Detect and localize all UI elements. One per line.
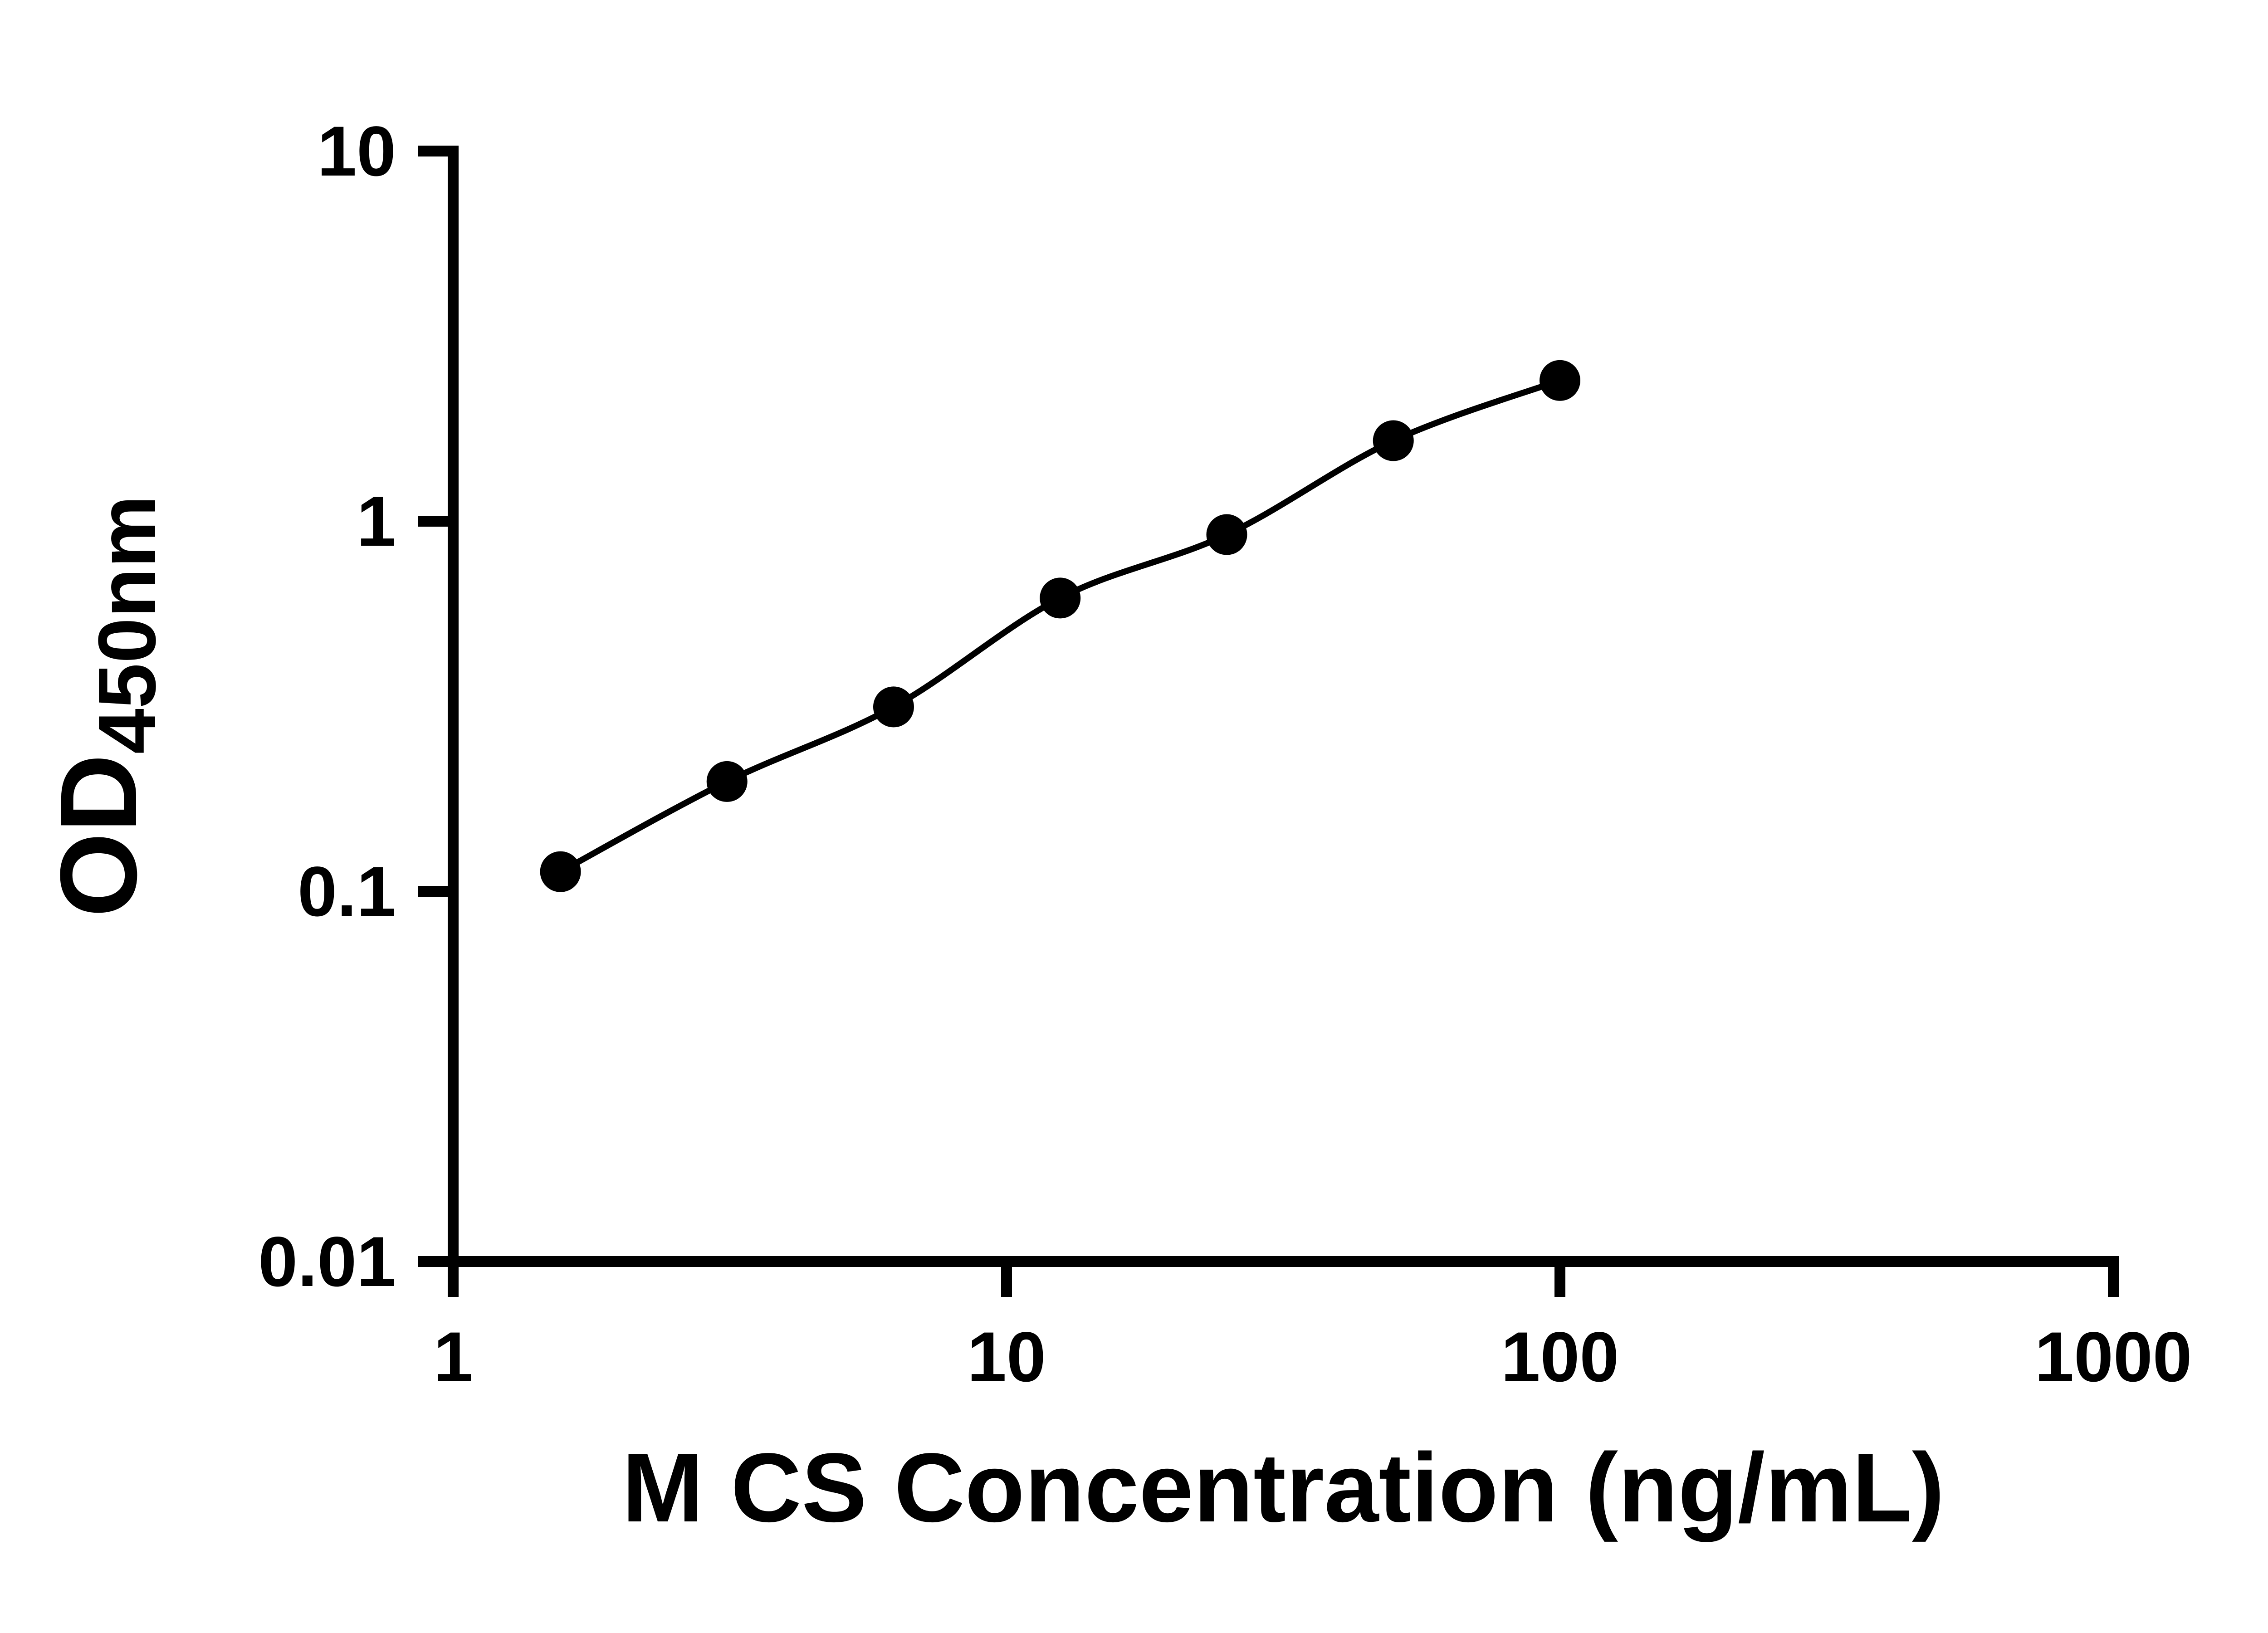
axes-layer: 0.01 0.1 1 10 1 10 100 1000 <box>258 112 2192 1397</box>
x-tick-label: 1 <box>434 1318 473 1397</box>
x-tick-label: 100 <box>1501 1318 1619 1397</box>
y-axis-title: OD450nm <box>38 495 173 917</box>
data-point <box>873 686 914 728</box>
data-point <box>540 851 581 892</box>
x-axis-title: M CS Concentration (ng/mL) <box>622 1433 1945 1542</box>
data-point <box>1040 577 1081 619</box>
y-axis-title-subscript: 450nm <box>82 495 173 754</box>
data-point <box>1540 360 1580 401</box>
x-tick-label: 10 <box>967 1318 1046 1397</box>
data-point <box>706 761 748 802</box>
standard-curve-line <box>559 377 1561 875</box>
y-tick-label: 10 <box>317 112 396 191</box>
data-point <box>1373 420 1414 461</box>
data-point <box>1206 514 1247 555</box>
axis-frame <box>448 146 2119 1267</box>
y-tick-label: 0.01 <box>258 1222 396 1301</box>
data-series-layer <box>540 360 1580 892</box>
y-axis-title-main: OD <box>38 754 159 917</box>
y-tick-label: 0.1 <box>298 852 396 931</box>
x-tick-label: 1000 <box>2034 1318 2192 1397</box>
y-tick-label: 1 <box>357 482 396 561</box>
